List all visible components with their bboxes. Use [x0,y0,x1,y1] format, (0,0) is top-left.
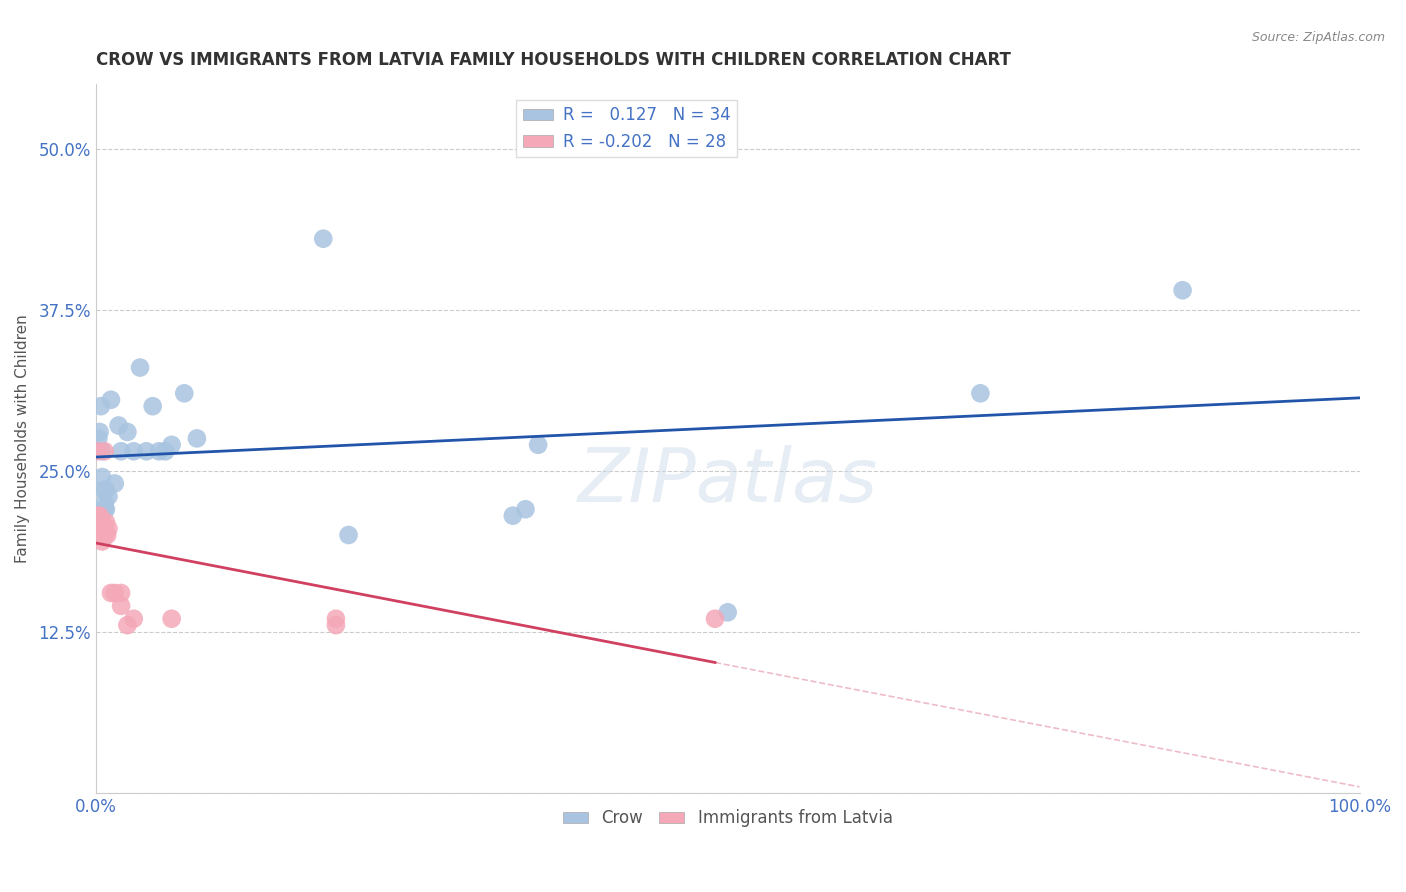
Point [110,586,132,600]
Point [337,528,360,542]
Point [93,528,115,542]
Point [93,444,115,458]
Point [704,612,727,626]
Point [97,522,120,536]
Point [142,399,165,413]
Point [1171,283,1194,297]
Point [94,483,117,497]
Point [186,431,208,445]
Point [90,528,112,542]
Point [104,586,127,600]
Point [110,599,132,613]
Point [122,612,145,626]
Point [89,528,111,542]
Point [148,444,170,458]
Point [155,444,177,458]
Legend: Crow, Immigrants from Latvia: Crow, Immigrants from Latvia [555,803,900,834]
Point [87,431,110,445]
Point [969,386,991,401]
Point [100,586,122,600]
Point [122,444,145,458]
Point [91,515,114,529]
Point [94,515,117,529]
Point [91,528,114,542]
Point [502,508,524,523]
Point [89,515,111,529]
Point [93,502,115,516]
Text: CROW VS IMMIGRANTS FROM LATVIA FAMILY HOUSEHOLDS WITH CHILDREN CORRELATION CHART: CROW VS IMMIGRANTS FROM LATVIA FAMILY HO… [96,51,1011,69]
Point [717,605,740,619]
Point [93,483,115,497]
Text: Source: ZipAtlas.com: Source: ZipAtlas.com [1251,31,1385,45]
Point [110,444,132,458]
Point [91,444,114,458]
Point [87,508,110,523]
Point [515,502,537,516]
Point [89,508,111,523]
Point [89,425,111,439]
Point [527,438,550,452]
Point [93,528,115,542]
Point [107,418,129,433]
Point [104,476,127,491]
Point [87,528,110,542]
Point [100,392,122,407]
Point [325,612,347,626]
Point [90,399,112,413]
Point [135,444,157,458]
Point [129,360,152,375]
Point [90,515,112,529]
Y-axis label: Family Households with Children: Family Households with Children [15,314,30,563]
Point [117,425,139,439]
Point [173,386,195,401]
Point [96,528,118,542]
Point [117,618,139,632]
Point [93,502,115,516]
Point [160,438,183,452]
Point [94,502,117,516]
Point [93,496,115,510]
Point [91,470,114,484]
Point [91,534,114,549]
Point [86,444,108,458]
Point [97,489,120,503]
Point [325,618,347,632]
Point [160,612,183,626]
Point [312,232,335,246]
Text: ZIPatlas: ZIPatlas [578,445,877,516]
Point [93,528,115,542]
